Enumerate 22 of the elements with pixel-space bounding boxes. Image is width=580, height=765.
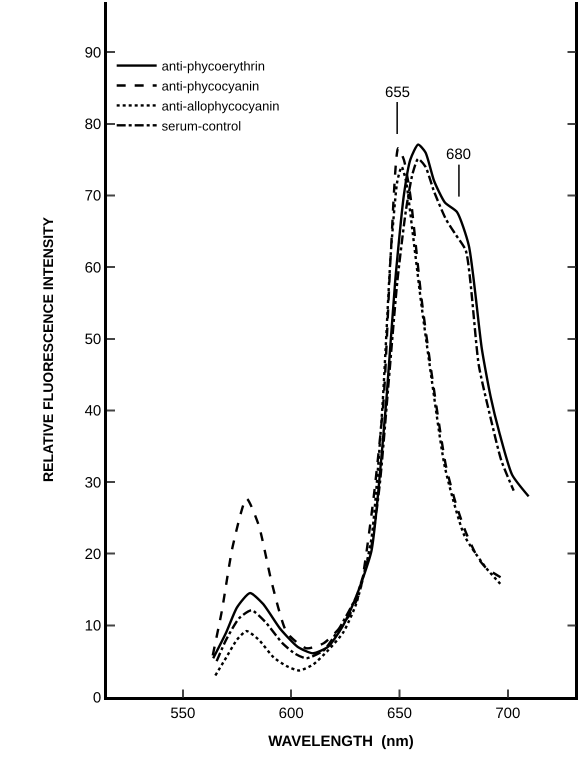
y-tick-label: 20 [84,546,102,563]
y-tick-label: 90 [84,44,102,62]
x-tick-label: 700 [495,704,520,722]
legend-label: anti-allophycocyanin [162,98,280,114]
x-tick-label: 650 [386,704,412,722]
y-tick-label: 0 [92,689,102,706]
y-tick-label: 70 [84,188,102,205]
annotation: 680 [446,146,472,163]
y-tick-label: 30 [84,474,102,492]
x-axis-title: WAVELENGTH (nm) [268,732,414,750]
annotation: 655 [385,84,410,101]
legend-label: anti-phycocyanin [162,78,260,94]
y-tick-label: 40 [84,402,102,420]
legend-label: serum-control [162,118,242,134]
x-tick-label: 550 [170,704,196,722]
legend-label: anti-phycoerythrin [162,58,266,74]
y-axis-title: RELATIVE FLUORESCENCE INTENSITY [40,216,56,482]
y-tick-label: 60 [84,259,102,276]
x-tick-label: 600 [278,704,304,722]
y-tick-label: 80 [84,116,102,134]
y-tick-label: 10 [84,618,102,635]
y-tick-label: 50 [84,331,102,348]
